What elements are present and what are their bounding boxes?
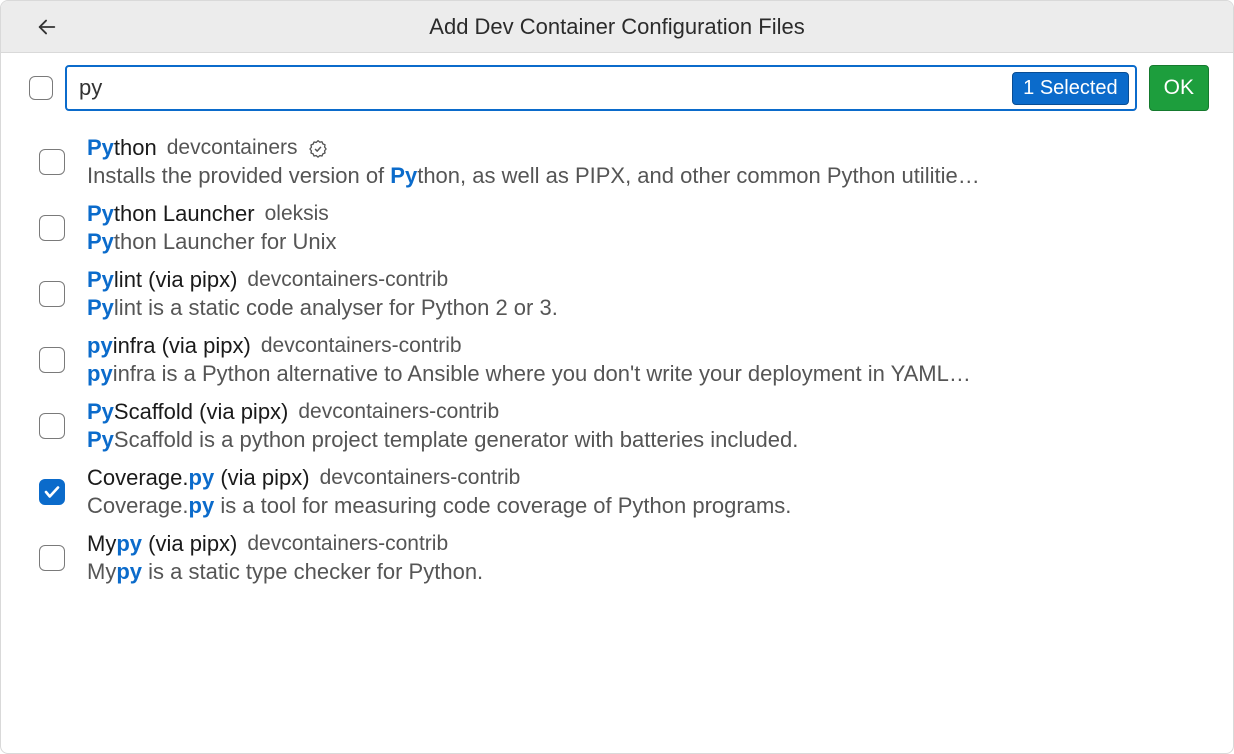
list-item[interactable]: PyScaffold (via pipx) devcontainers-contr… (1, 393, 1233, 459)
item-name: Python (87, 135, 157, 161)
item-body: Python Launcher oleksis Python Launcher fo… (87, 201, 1205, 255)
back-button[interactable] (31, 11, 63, 43)
header-bar: Add Dev Container Configuration Files (1, 1, 1233, 53)
item-checkbox[interactable] (39, 479, 65, 505)
search-field-wrap: 1 Selected (65, 65, 1137, 111)
item-body: Pylint (via pipx)devcontainers-contribPy… (87, 267, 1205, 321)
item-publisher: devcontainers-contrib (320, 466, 521, 490)
list-item[interactable]: Pylint (via pipx)devcontainers-contribPy… (1, 261, 1233, 327)
verified-icon (308, 135, 328, 161)
list-item[interactable]: Coverage.py (via pipx) devcontainers-cont… (1, 459, 1233, 525)
results-list: Python devcontainers Installs the provided… (1, 123, 1233, 753)
item-description: Mypy is a static type checker for Python… (87, 559, 1205, 585)
item-checkbox[interactable] (39, 215, 65, 241)
search-row: 1 Selected OK (1, 53, 1233, 123)
item-body: Python devcontainers Installs the provided… (87, 135, 1205, 189)
search-input[interactable] (79, 75, 1012, 101)
item-name: Pylint (via pipx) (87, 267, 237, 293)
item-publisher: devcontainers-contrib (247, 268, 448, 292)
item-name: Python Launcher (87, 201, 255, 227)
ok-button[interactable]: OK (1149, 65, 1209, 111)
item-title-line: Mypy (via pipx) devcontainers-contrib (87, 531, 1205, 557)
item-checkbox[interactable] (39, 545, 65, 571)
item-body: pyinfra (via pipx)devcontainers-contribp… (87, 333, 1205, 387)
devcontainer-picker: Add Dev Container Configuration Files 1 … (0, 0, 1234, 754)
page-title: Add Dev Container Configuration Files (1, 14, 1233, 40)
item-title-line: PyScaffold (via pipx) devcontainers-contr… (87, 399, 1205, 425)
arrow-left-icon (36, 16, 58, 38)
select-all-checkbox[interactable] (29, 76, 53, 100)
item-title-line: Pylint (via pipx) devcontainers-contrib (87, 267, 1205, 293)
item-description: Installs the provided version of Python,… (87, 163, 1205, 189)
item-publisher: devcontainers-contrib (298, 400, 499, 424)
item-title-line: pyinfra (via pipx) devcontainers-contrib (87, 333, 1205, 359)
item-body: PyScaffold (via pipx) devcontainers-contr… (87, 399, 1205, 453)
item-description: Pylint is a static code analyser for Pyt… (87, 295, 1205, 321)
item-body: Mypy (via pipx)devcontainers-contribMypy… (87, 531, 1205, 585)
item-title-line: Coverage.py (via pipx) devcontainers-cont… (87, 465, 1205, 491)
list-item[interactable]: pyinfra (via pipx)devcontainers-contribp… (1, 327, 1233, 393)
list-item[interactable]: Python devcontainers Installs the provided… (1, 129, 1233, 195)
item-description: Coverage.py is a tool for measuring code… (87, 493, 1205, 519)
item-publisher: devcontainers (167, 136, 298, 160)
item-checkbox[interactable] (39, 413, 65, 439)
list-item[interactable]: Python Launcher oleksis Python Launcher fo… (1, 195, 1233, 261)
item-body: Coverage.py (via pipx) devcontainers-cont… (87, 465, 1205, 519)
item-title-line: Python devcontainers (87, 135, 1205, 161)
item-checkbox[interactable] (39, 149, 65, 175)
item-description: PyScaffold is a python project template … (87, 427, 1205, 453)
item-title-line: Python Launcher oleksis (87, 201, 1205, 227)
item-publisher: oleksis (265, 202, 329, 226)
item-checkbox[interactable] (39, 281, 65, 307)
item-name: PyScaffold (via pipx) (87, 399, 288, 425)
selected-count-pill[interactable]: 1 Selected (1012, 72, 1129, 105)
item-name: Mypy (via pipx) (87, 531, 237, 557)
item-name: Coverage.py (via pipx) (87, 465, 310, 491)
item-publisher: devcontainers-contrib (261, 334, 462, 358)
item-description: pyinfra is a Python alternative to Ansib… (87, 361, 1205, 387)
item-description: Python Launcher for Unix (87, 229, 1205, 255)
list-item[interactable]: Mypy (via pipx)devcontainers-contribMypy… (1, 525, 1233, 591)
item-name: pyinfra (via pipx) (87, 333, 251, 359)
item-publisher: devcontainers-contrib (247, 532, 448, 556)
item-checkbox[interactable] (39, 347, 65, 373)
